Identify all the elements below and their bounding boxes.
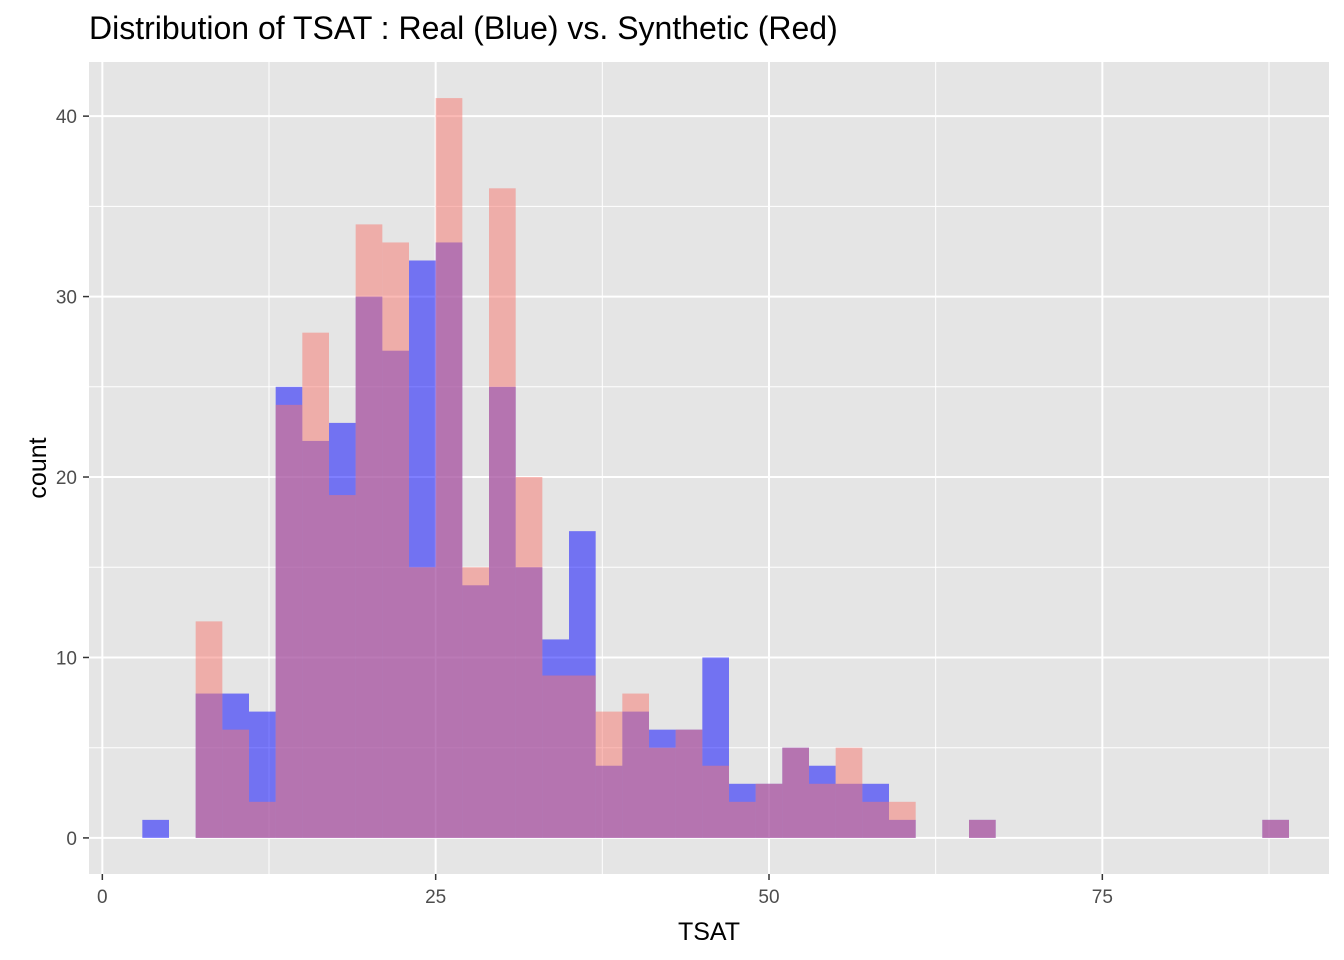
x-tick-label: 0 [97,887,108,908]
synthetic-bar [355,224,383,838]
y-tick-label: 0 [66,829,77,850]
synthetic-bar [702,765,729,838]
chart-title: Distribution of TSAT : Real (Blue) vs. S… [89,10,838,46]
synthetic-bar [409,567,436,838]
synthetic-bar [1262,819,1289,838]
synthetic-bar [462,567,489,838]
x-tick-label: 50 [758,887,779,908]
y-tick-label: 20 [56,468,77,489]
synthetic-bar [569,675,596,838]
synthetic-bar [302,332,329,838]
y-axis-title: count [24,437,52,498]
synthetic-bar [489,188,516,838]
synthetic-bar [515,477,543,838]
axis-ticks: 0 25 50 75 0 10 20 30 40 [56,107,1113,908]
synthetic-bar [969,819,996,838]
x-tick-label: 25 [425,887,446,908]
synthetic-bar [329,495,356,838]
synthetic-bar [782,747,809,838]
synthetic-bar [729,801,756,838]
synthetic-bar [862,801,889,838]
real-bar [142,819,169,838]
synthetic-bar [542,675,569,838]
synthetic-series-bars [195,98,1289,838]
synthetic-bar [382,242,409,838]
y-tick-label: 40 [56,107,77,128]
synthetic-bar [889,801,916,838]
synthetic-bar [622,693,649,838]
synthetic-bar [249,801,276,838]
synthetic-bar [755,783,783,838]
synthetic-bar [595,711,623,838]
y-tick-label: 30 [56,288,77,309]
x-axis-title: TSAT [678,918,740,946]
synthetic-bar [275,404,303,838]
x-tick-label: 75 [1092,887,1113,908]
synthetic-bar [435,98,463,838]
synthetic-bar [195,621,223,838]
synthetic-bar [809,783,836,838]
synthetic-bar [835,747,863,838]
y-tick-label: 10 [56,648,77,669]
synthetic-bar [222,729,249,838]
synthetic-bar [675,729,703,838]
synthetic-bar [649,747,676,838]
